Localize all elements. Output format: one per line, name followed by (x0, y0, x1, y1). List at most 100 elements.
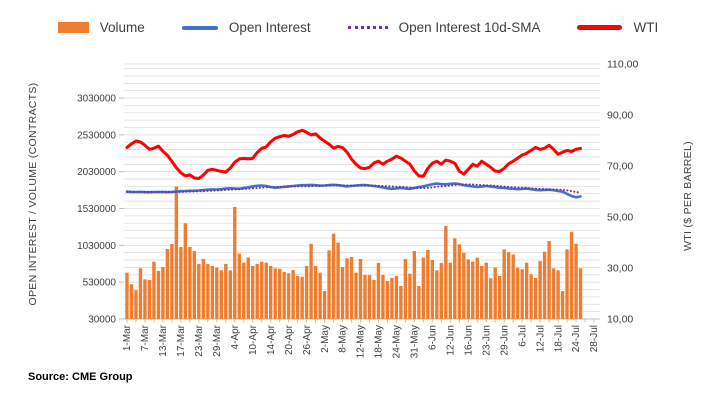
volume-bar (515, 267, 520, 319)
volume-bar (277, 268, 282, 319)
volume-bar (533, 277, 538, 319)
volume-bar (426, 249, 430, 319)
volume-bar (215, 267, 219, 319)
volume-bars (125, 186, 583, 319)
x-axis-tick-label: 24-May (392, 325, 403, 358)
sma-dotted-line-swatch-icon (347, 26, 388, 29)
volume-bar (268, 265, 273, 319)
volume-bar (233, 207, 237, 319)
volume-bar (578, 268, 583, 319)
volume-bar (457, 244, 461, 319)
volume-bar (152, 261, 156, 319)
chart-legend: Volume Open Interest Open Interest 10d-S… (0, 20, 716, 35)
legend-label-open-interest-sma: Open Interest 10d-SMA (398, 20, 541, 35)
volume-bar (484, 262, 488, 319)
x-axis-tick-label: 28-Jul (589, 325, 600, 352)
left-axis-tick-label: 1530000 (77, 204, 116, 215)
right-axis-tick-label: 70,00 (607, 161, 633, 173)
volume-bar (394, 275, 399, 319)
left-axis-tick-label: 2530000 (77, 130, 116, 141)
x-axis-tick-label: 18-Jul (553, 325, 564, 352)
volume-bar (138, 268, 143, 319)
x-axis-tick-label: 17-Mar (176, 324, 187, 356)
x-axis-tick-label: 6-Jun (428, 325, 439, 350)
volume-bar (242, 262, 246, 319)
x-axis-tick-label: 13-Mar (158, 324, 169, 356)
volume-bar (574, 243, 578, 319)
volume-bar (412, 251, 417, 319)
volume-bar (300, 276, 304, 319)
volume-bar (524, 262, 529, 319)
right-axis-tick-label: 30,00 (607, 263, 633, 275)
x-axis-tick-label: 29-Mar (212, 324, 223, 356)
source-note: Source: CME Group (28, 371, 133, 383)
right-axis-tick-label: 10,00 (607, 314, 633, 326)
volume-bar (201, 258, 206, 319)
x-axis-tick-label: 12-May (356, 325, 367, 358)
volume-bar (556, 270, 560, 319)
volume-bar (349, 256, 354, 319)
x-axis-tick-label: 6-Jul (517, 325, 528, 347)
volume-bar (547, 240, 551, 319)
volume-bar (421, 257, 426, 319)
volume-bar (511, 254, 515, 319)
volume-bar (224, 263, 228, 319)
legend-item-wti: WTI (577, 20, 658, 35)
volume-bar (462, 252, 466, 319)
legend-item-volume: Volume (57, 20, 145, 35)
volume-bar (322, 291, 327, 319)
volume-bar (435, 270, 439, 319)
volume-bar (520, 269, 524, 319)
x-axis-tick-label: 20-Apr (284, 324, 295, 355)
legend-label-volume: Volume (99, 20, 145, 35)
volume-bar (165, 249, 170, 319)
volume-bar (475, 257, 479, 319)
legend-label-open-interest: Open Interest (228, 20, 311, 35)
volume-bar (331, 233, 336, 319)
volume-bar (174, 186, 179, 319)
volume-bar (336, 242, 340, 319)
volume-bar (551, 268, 556, 319)
legend-label-wti: WTI (633, 20, 659, 35)
volume-bar (408, 273, 412, 319)
x-axis-tick-label: 4-Apr (230, 324, 241, 349)
volume-bar (273, 268, 277, 319)
x-axis-tick-label: 14-Apr (266, 324, 277, 355)
volume-bar (246, 257, 250, 319)
volume-bar (376, 263, 381, 319)
volume-bar (390, 277, 394, 319)
x-axis-tick-label: 31-May (410, 325, 421, 358)
volume-bar (502, 249, 506, 319)
volume-bar (367, 274, 372, 319)
x-axis-tick-label: 8-May (338, 325, 349, 353)
x-axis-tick-label: 16-Jun (463, 325, 474, 356)
volume-bar (147, 279, 152, 319)
volume-bar (286, 273, 291, 319)
x-axis-tick-label: 23-Mar (194, 324, 205, 356)
x-axis-tick-label: 12-Jul (535, 325, 546, 352)
volume-bar (345, 258, 349, 319)
legend-item-open-interest: Open Interest (181, 20, 311, 35)
volume-bar (313, 265, 318, 319)
left-axis-tick-label: 30000 (88, 315, 116, 326)
volume-bar (430, 260, 435, 319)
x-axis-tick-labels: 1-Mar 7-Mar 13-Mar 17-Mar 23-Mar 29-Mar 4-Apr 1… (122, 324, 600, 358)
volume-bar (363, 274, 367, 319)
volume-bar (255, 263, 259, 319)
volume-bar (471, 261, 475, 319)
volume-bar (251, 265, 255, 319)
left-axis-tick-label: 1030000 (77, 241, 116, 252)
left-axis-title: OPEN INTEREST / VOLUME (CONTRACTS) (27, 82, 39, 306)
volume-bar (560, 291, 565, 319)
volume-bar (291, 270, 295, 319)
volume-bar (295, 275, 300, 319)
wti-line (125, 128, 582, 180)
volume-bar (219, 270, 223, 319)
right-axis-title: WTI ($ PER BARREL) (682, 141, 694, 251)
volume-bar (466, 259, 470, 319)
x-axis-tick-label: 18-May (374, 325, 385, 358)
volume-bar (309, 243, 313, 319)
volume-bar (542, 251, 547, 319)
left-axis-tick-label: 2030000 (77, 167, 116, 178)
